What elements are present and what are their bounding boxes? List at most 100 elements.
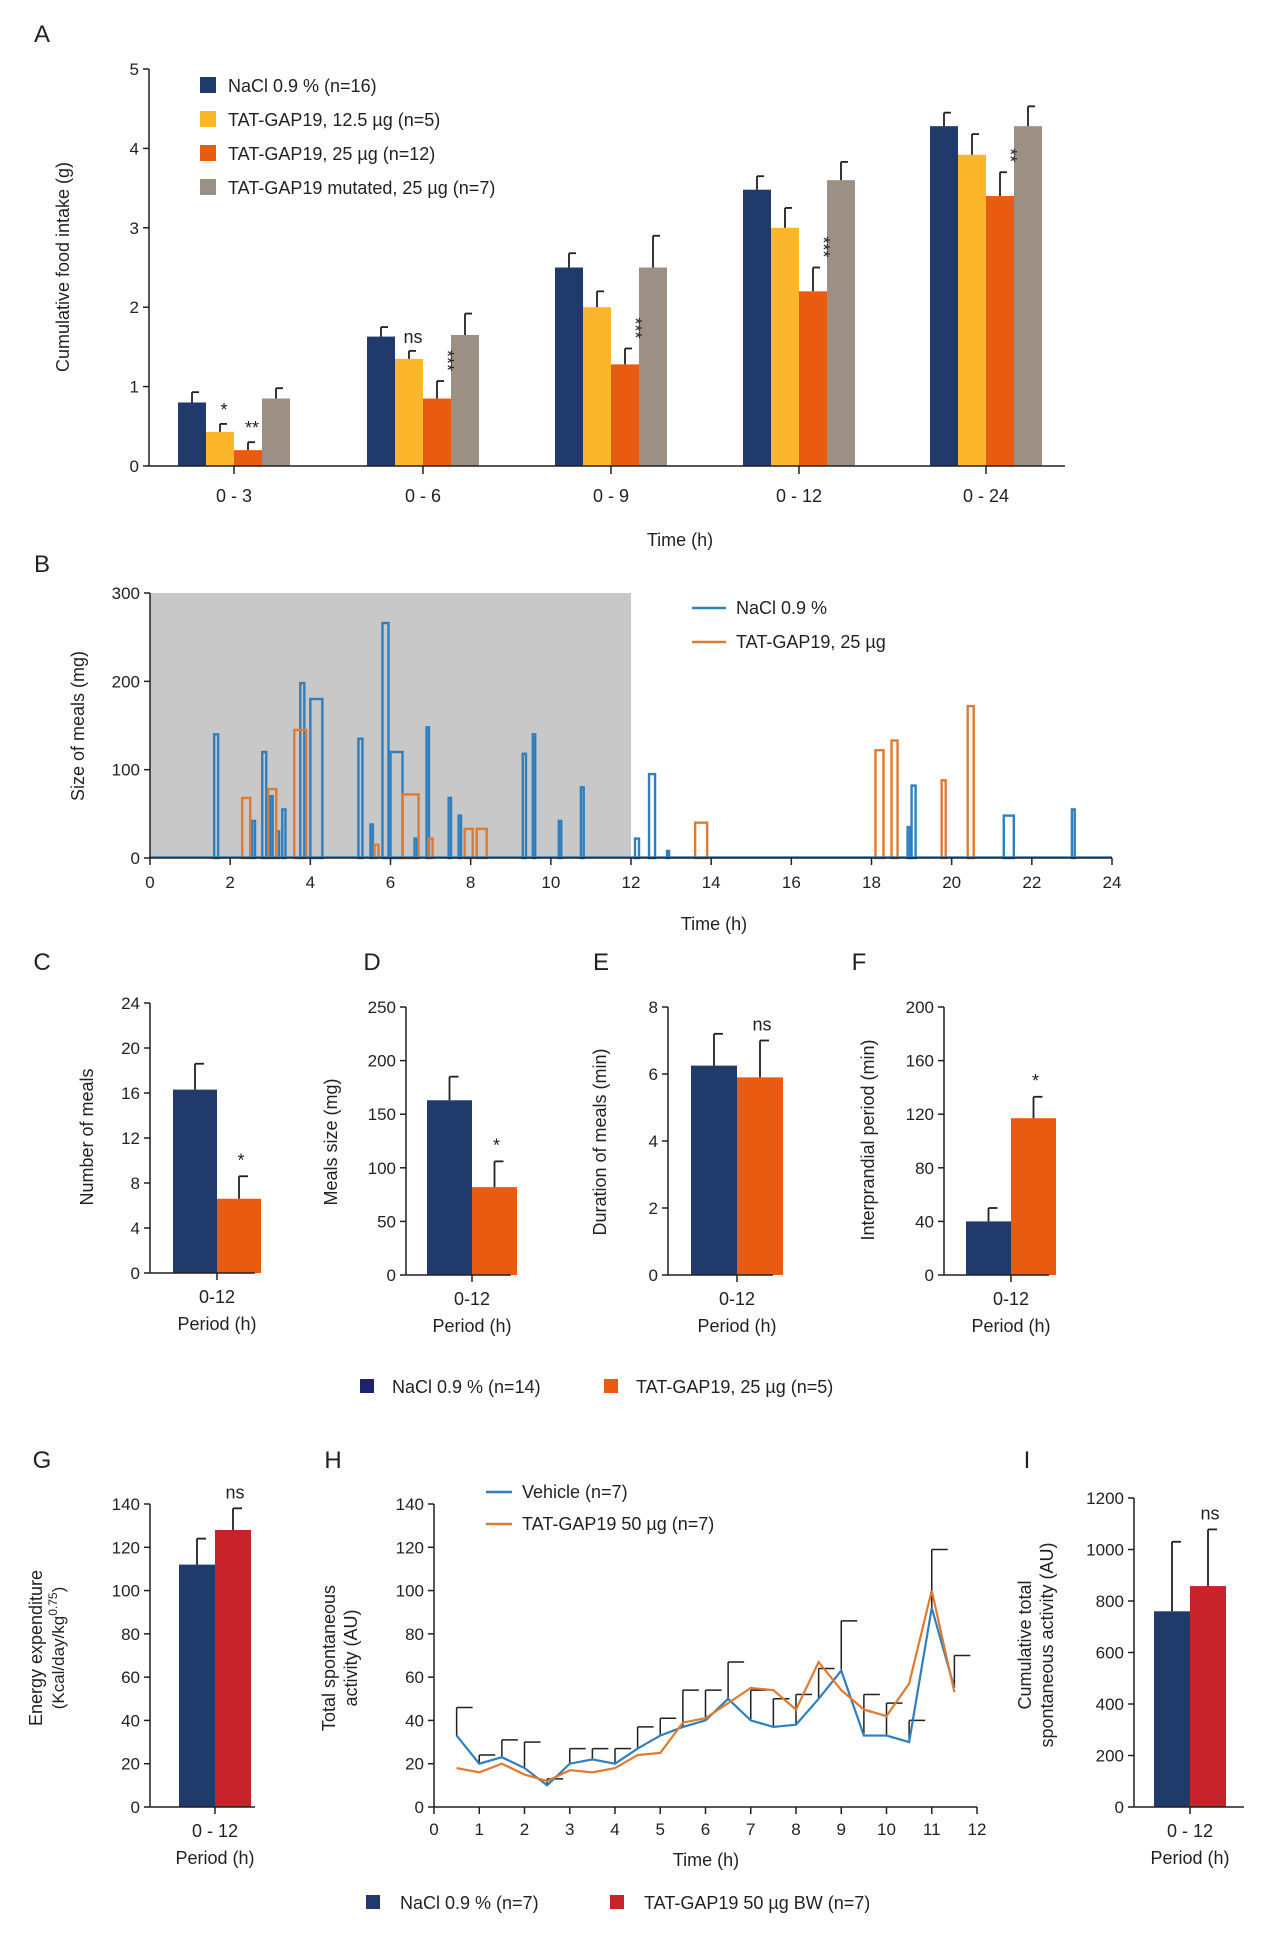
panel-label-G: G — [33, 1447, 52, 1474]
panel-e-y-tick-label: 8 — [649, 998, 658, 1017]
panel-a-bar — [771, 227, 799, 466]
panel-a-legend-label: TAT-GAP19 mutated, 25 µg (n=7) — [228, 178, 495, 198]
panel-e-y-tick-label: 4 — [649, 1132, 658, 1151]
legend-gi-swatch — [610, 1895, 624, 1909]
panel-a-bar — [639, 267, 667, 466]
panel-a-legend-label: NaCl 0.9 % (n=16) — [228, 76, 377, 96]
panel-f-y-tick-label: 0 — [925, 1266, 934, 1285]
panel-h-x-tick-label: 8 — [791, 1820, 800, 1839]
legend-cf-label: TAT-GAP19, 25 µg (n=5) — [636, 1377, 833, 1397]
panel-c-y-tick-label: 24 — [121, 994, 140, 1013]
panel-f-y-label: Interprandial period (min) — [858, 1039, 878, 1240]
panel-g-y-tick-label: 60 — [121, 1668, 140, 1687]
panel-c-y-tick-label: 0 — [131, 1264, 140, 1283]
panel-c-y-tick-label: 20 — [121, 1039, 140, 1058]
panel-a-significance: ** — [1000, 148, 1020, 162]
panel-h-chart — [455, 1548, 971, 1787]
panel-i-significance: ns — [1200, 1503, 1219, 1523]
panel-a-bar — [1014, 126, 1042, 466]
panel-a-x-tick-label: 0 - 3 — [216, 486, 252, 506]
panel-b-x-label: Time (h) — [681, 914, 747, 934]
panel-h-x-tick-label: 4 — [610, 1820, 619, 1839]
panel-h-y-label: Total spontaneous — [319, 1585, 339, 1731]
panel-a-x-tick-label: 0 - 12 — [776, 486, 822, 506]
panel-g-y-label: Energy expenditure — [26, 1570, 46, 1726]
panel-b-legend-label: NaCl 0.9 % — [736, 598, 827, 618]
panel-f-x-tick-label: 0-12 — [993, 1289, 1029, 1309]
panel-label-I: I — [1024, 1447, 1031, 1474]
panel-i-y-tick-label: 600 — [1096, 1644, 1124, 1663]
panel-f-y-tick-label: 200 — [906, 998, 934, 1017]
panel-i-x-tick-label: 0 - 12 — [1167, 1821, 1213, 1841]
panel-b-x-tick-label: 22 — [1022, 873, 1041, 892]
panel-e-chart — [691, 1065, 783, 1275]
panel-b-x-tick-label: 14 — [702, 873, 721, 892]
panel-a-significance: ns — [403, 327, 422, 347]
y-units-superscript: 0.75 — [46, 1592, 60, 1616]
panel-a-bar — [423, 398, 451, 466]
panel-h-y-tick-label: 0 — [415, 1798, 424, 1817]
panel-c-y-tick-label: 12 — [121, 1129, 140, 1148]
panel-b-meal-bar — [633, 837, 641, 860]
panel-e-y-label: Duration of meals (min) — [590, 1048, 610, 1235]
panel-a-legend-swatch — [200, 179, 216, 195]
panel-e-bar — [737, 1077, 783, 1275]
panel-g-bar — [179, 1564, 215, 1807]
panel-c-significance: * — [237, 1150, 244, 1170]
panel-a-bar — [367, 336, 395, 466]
panel-b-meal-bar — [1002, 814, 1015, 860]
panel-label-H: H — [324, 1447, 341, 1474]
panel-f-x-label: Period (h) — [971, 1316, 1050, 1336]
panel-g-x-label: Period (h) — [175, 1848, 254, 1868]
panel-h-x-tick-label: 3 — [565, 1820, 574, 1839]
panel-e-significance: ns — [752, 1015, 771, 1035]
panel-g-significance: ns — [225, 1482, 244, 1502]
panel-a-legend-swatch — [200, 111, 216, 127]
panel-b-x-tick-label: 6 — [386, 873, 395, 892]
panel-h-x-tick-label: 10 — [877, 1820, 896, 1839]
panel-a-x-tick-label: 0 - 9 — [593, 486, 629, 506]
panel-e-y-tick-label: 2 — [649, 1199, 658, 1218]
panel-c-chart — [173, 1089, 261, 1273]
panel-a-y-tick-label: 0 — [130, 457, 139, 476]
panel-b-x-tick-label: 16 — [782, 873, 801, 892]
panel-a-x-tick-label: 0 - 6 — [405, 486, 441, 506]
panel-d-y-tick-label: 250 — [368, 998, 396, 1017]
panel-c-x-label: Period (h) — [177, 1314, 256, 1334]
y-units-text: (Kcal/day/kg — [49, 1616, 68, 1710]
panel-h-y-label-2: activity (AU) — [341, 1609, 361, 1706]
panel-f-bar — [1011, 1118, 1056, 1275]
panel-h-y-tick-label: 60 — [405, 1668, 424, 1687]
panel-f-chart — [966, 1118, 1056, 1275]
panel-b-x-tick-label: 20 — [942, 873, 961, 892]
panel-g-y-tick-label: 80 — [121, 1625, 140, 1644]
panel-d-y-tick-label: 0 — [387, 1266, 396, 1285]
panel-d-x-label: Period (h) — [432, 1316, 511, 1336]
panel-e-y-tick-label: 6 — [649, 1065, 658, 1084]
panel-d-x-tick-label: 0-12 — [454, 1289, 490, 1309]
panel-a-bar — [583, 307, 611, 466]
panel-b-meal-bar — [693, 821, 709, 860]
panel-h-x-tick-label: 2 — [520, 1820, 529, 1839]
panel-b-meal-bar — [890, 739, 899, 860]
panel-a-bar — [206, 431, 234, 466]
panel-i-bar — [1190, 1586, 1226, 1807]
panel-b-meal-bar — [1070, 808, 1076, 860]
panel-d-bar — [427, 1100, 472, 1275]
panel-a-bar — [234, 450, 262, 466]
panel-b-x-tick-label: 10 — [541, 873, 560, 892]
panel-b-meal-bar — [910, 784, 917, 860]
panel-c-y-tick-label: 4 — [131, 1219, 140, 1238]
panel-g-y-tick-label: 120 — [112, 1538, 140, 1557]
panel-b-meal-bar — [647, 772, 657, 860]
legend-cf-swatch — [604, 1379, 618, 1393]
panel-c-x-tick-label: 0-12 — [199, 1287, 235, 1307]
panel-a-x-label: Time (h) — [647, 530, 713, 550]
panel-h-x-tick-label: 1 — [475, 1820, 484, 1839]
panel-d-y-tick-label: 100 — [368, 1159, 396, 1178]
panel-f-y-tick-label: 80 — [915, 1159, 934, 1178]
panel-a-bar — [262, 398, 290, 466]
panel-b-meal-bar — [906, 825, 912, 860]
panel-a-x-tick-label: 0 - 24 — [963, 486, 1009, 506]
